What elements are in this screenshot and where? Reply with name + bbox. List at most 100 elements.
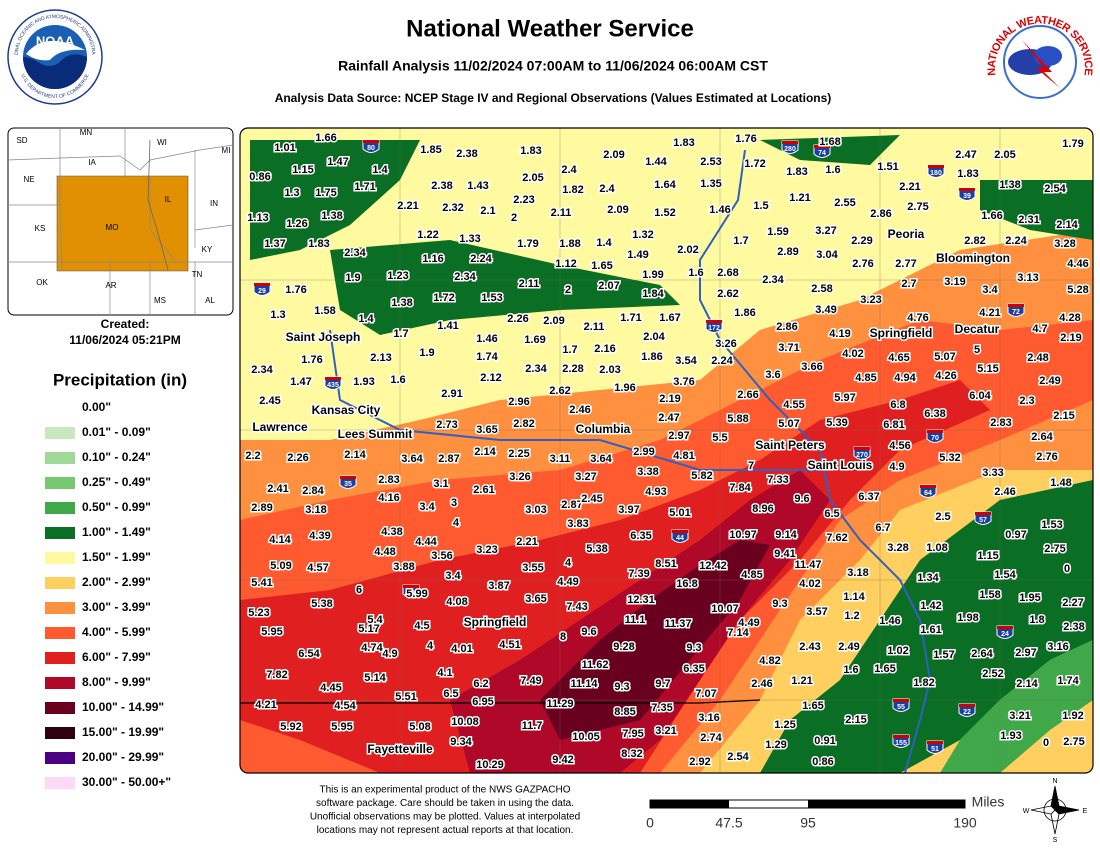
station-value: 2.48: [1027, 352, 1048, 364]
legend-swatch: [45, 402, 75, 414]
station-value: 2.86: [776, 321, 797, 333]
station-value: 3.64: [401, 453, 423, 465]
interstate-shield: [853, 446, 871, 460]
legend-label: 10.00" - 14.99": [82, 700, 164, 714]
legend-label: 6.00" - 7.99": [82, 650, 151, 664]
inset-state-label: MS: [154, 296, 166, 305]
interstate-shield-top: [893, 735, 909, 738]
station-value: 2.34: [525, 363, 547, 375]
station-value: 3.21: [1009, 710, 1030, 722]
station-value: 4.19: [829, 328, 850, 340]
station-value: 2.2: [245, 450, 260, 462]
station-value: 1.21: [789, 192, 810, 204]
station-value: 1.4: [596, 237, 612, 249]
legend-swatch: [45, 602, 75, 614]
station-value: 5.17: [358, 623, 379, 635]
station-value: 2.3: [1019, 395, 1034, 407]
station-value: 3.1: [433, 478, 448, 490]
station-value: 1.43: [467, 180, 488, 192]
station-value: 4.02: [799, 578, 820, 590]
compass: [1030, 785, 1080, 835]
station-value: 5.92: [280, 721, 301, 733]
station-value: 2.75: [1044, 543, 1065, 555]
inset-state-label: MO: [106, 223, 119, 232]
station-value: 1.58: [979, 589, 1000, 601]
station-value: 4.74: [361, 642, 383, 654]
station-value: 1.6: [688, 267, 703, 279]
station-value: 2.04: [643, 331, 665, 343]
station-value: 1.51: [877, 161, 898, 173]
station-value: 1.76: [301, 354, 322, 366]
station-value: 2.1: [480, 205, 495, 217]
interstate-shield: [927, 164, 945, 178]
station-value: 7.33: [767, 474, 788, 486]
interstate-shield: [339, 475, 357, 489]
station-value: 1.25: [774, 719, 795, 731]
station-value: 1.23: [387, 270, 408, 282]
station-value: 2.5: [935, 511, 950, 523]
station-value: 2.68: [717, 267, 738, 279]
station-value: 2.76: [852, 258, 873, 270]
station-value: 2.61: [473, 484, 494, 496]
interstate-shield: [958, 187, 976, 201]
station-value: 2.4: [561, 164, 577, 176]
interstate-shield-top: [854, 447, 870, 450]
station-value: 6.5: [443, 688, 458, 700]
station-value: 1.21: [791, 675, 812, 687]
interstate-number: 180: [930, 170, 942, 177]
inset-state-label: AR: [105, 281, 116, 290]
station-value: 5: [974, 344, 980, 356]
station-value: 3.18: [305, 504, 326, 516]
station-value: 1.9: [419, 347, 434, 359]
station-value: 3.49: [815, 304, 836, 316]
compass-letter: S: [1053, 837, 1058, 844]
station-value: 5.15: [977, 363, 998, 375]
station-value: 1.74: [1057, 675, 1079, 687]
interstate-shield: [253, 282, 271, 296]
legend-swatch: [45, 427, 75, 439]
interstate-shield: [919, 484, 937, 498]
station-value: 0.97: [1005, 529, 1026, 541]
station-value: 2.07: [598, 280, 619, 292]
map-labels: 80 28074180392917272435270706457354449245…: [244, 130, 1090, 772]
city-label: Lees Summit: [338, 427, 413, 441]
station-value: 2.23: [513, 194, 534, 206]
station-value: 4: [565, 557, 572, 569]
station-value: 1.52: [654, 207, 675, 219]
scale-tick-label: 190: [953, 815, 977, 831]
station-value: 2.27: [1062, 597, 1083, 609]
station-value: 1.42: [920, 600, 941, 612]
station-value: 1.69: [524, 334, 545, 346]
interstate-number: 74: [818, 150, 826, 157]
interstate-shield: [1007, 303, 1025, 317]
station-value: 1.71: [354, 181, 375, 193]
station-value: 2.75: [907, 201, 928, 213]
city-label: Lawrence: [252, 420, 308, 434]
station-value: 1.41: [437, 320, 458, 332]
station-value: 1.47: [327, 156, 348, 168]
station-value: 3.26: [715, 338, 736, 350]
station-value: 1.75: [315, 187, 336, 199]
station-value: 3.23: [860, 294, 881, 306]
interstate-number: 51: [931, 746, 939, 753]
station-value: 5.95: [261, 626, 282, 638]
station-value: 2.19: [659, 393, 680, 405]
legend-swatch: [45, 452, 75, 464]
station-value: 2.14: [474, 446, 496, 458]
station-value: 3.27: [575, 471, 596, 483]
station-value: 2.11: [584, 321, 605, 333]
station-value: 4: [427, 640, 434, 652]
city-label: Peoria: [888, 227, 925, 241]
station-value: 2.91: [441, 388, 462, 400]
station-value: 3: [451, 497, 457, 509]
station-value: 6.8: [890, 399, 905, 411]
station-value: 5.4: [367, 614, 383, 626]
station-value: 5.07: [778, 418, 799, 430]
station-value: 1.38: [391, 297, 412, 309]
station-value: 4.76: [907, 312, 928, 324]
legend-label: 0.00": [82, 400, 111, 414]
station-value: 1.46: [879, 615, 900, 627]
station-value: 10.29: [476, 759, 504, 771]
station-value: 2.12: [480, 372, 501, 384]
station-value: 1.65: [591, 260, 612, 272]
